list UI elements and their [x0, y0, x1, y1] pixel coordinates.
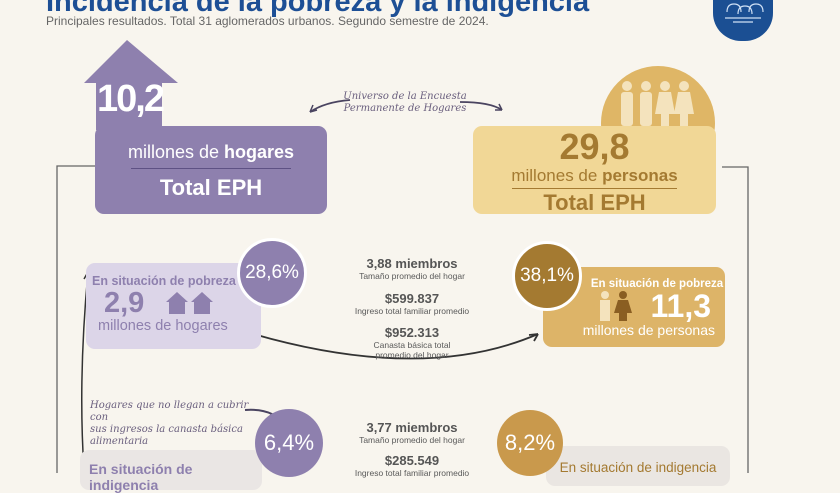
- stat-value: $952.313: [384, 325, 440, 340]
- indigence-stat: $285.549 Ingreso total familiar promedio: [312, 453, 512, 478]
- indigence-persons-box: En situación de indigencia: [546, 446, 730, 486]
- persons-unit: millones de: [511, 166, 603, 185]
- households-total-value: 10,2: [97, 78, 165, 120]
- stat-value: $285.549: [384, 453, 440, 468]
- people-group-icon: [621, 81, 694, 126]
- stat-label: Canasta básica total: [373, 340, 451, 350]
- indigence-stat: 3,77 miembros Tamaño promedio del hogar: [312, 420, 512, 445]
- persons-total-value: 29,8: [559, 126, 630, 167]
- poverty-persons-percent: 38,1%: [512, 241, 582, 311]
- stat-label: promedio del hogar: [375, 350, 449, 360]
- indigence-note: Hogares que no llegan a cubrir con sus in…: [90, 400, 260, 448]
- stat-value: 3,88 miembros: [366, 256, 458, 271]
- people-computer-icon: [725, 3, 764, 23]
- poverty-households-percent: 28,6%: [237, 238, 307, 308]
- poverty-households-title: En situación de pobreza: [92, 274, 236, 288]
- poverty-households-box: En situación de pobreza 2,9 millones de …: [86, 263, 261, 349]
- indigence-households-box: En situación de indigencia: [80, 450, 262, 493]
- persons-total-label: Total EPH: [543, 190, 646, 215]
- stat-label: Tamaño promedio del hogar: [359, 435, 465, 445]
- house-icon: [84, 40, 178, 130]
- poverty-stat: $952.313 Canasta básica total promedio del…: [312, 325, 512, 360]
- houses-icon: [166, 292, 214, 314]
- page-title: Incidencia de la pobreza y la indigencia: [46, 0, 590, 18]
- indigence-persons-percent: 8,2%: [497, 410, 563, 476]
- poverty-stat: 3,88 miembros Tamaño promedio del hogar: [312, 256, 512, 281]
- logo: [713, 0, 773, 41]
- stat-label: Tamaño promedio del hogar: [359, 271, 465, 281]
- persons-total-box: 29,8 millones de personas Total EPH: [473, 126, 716, 215]
- note-line: Hogares que no llegan a cubrir con: [90, 400, 249, 423]
- poverty-persons-value: 11,3: [650, 288, 711, 324]
- poverty-persons-title: En situación de pobreza: [590, 278, 724, 290]
- households-total-label: Total EPH: [159, 175, 263, 200]
- poverty-households-unit: millones de hogares: [98, 318, 228, 334]
- poverty-persons-unit: millones de personas: [582, 322, 715, 338]
- indigence-persons-title: En situación de indigencia: [559, 460, 717, 475]
- note-line: sus ingresos la canasta básica: [90, 424, 243, 435]
- stat-label: Ingreso total familiar promedio: [354, 306, 470, 316]
- households-unit-bold: hogares: [224, 142, 295, 162]
- indigence-households-percent: 6,4%: [255, 409, 323, 477]
- stat-label: Ingreso total familiar promedio: [354, 468, 470, 478]
- poverty-stat: $599.837 Ingreso total familiar promedio: [312, 291, 512, 316]
- man-woman-icon: [600, 291, 633, 321]
- indigence-households-title: En situación de indigencia: [89, 461, 193, 493]
- page-subtitle: Principales resultados. Total 31 aglomer…: [46, 14, 489, 28]
- persons-unit-bold: personas: [602, 166, 678, 185]
- poverty-households-value: 2,9: [104, 287, 145, 319]
- households-unit: millones de: [127, 142, 224, 162]
- stat-value: 3,77 miembros: [366, 420, 458, 435]
- note-line: Universo de la Encuesta: [343, 91, 467, 102]
- universe-note: Universo de la Encuesta Permanente de Hog…: [330, 91, 480, 115]
- households-total-box: millones de hogares Total EPH: [95, 126, 327, 214]
- note-line: Permanente de Hogares: [343, 103, 467, 114]
- note-line: alimentaria: [90, 436, 149, 447]
- stat-value: $599.837: [384, 291, 440, 306]
